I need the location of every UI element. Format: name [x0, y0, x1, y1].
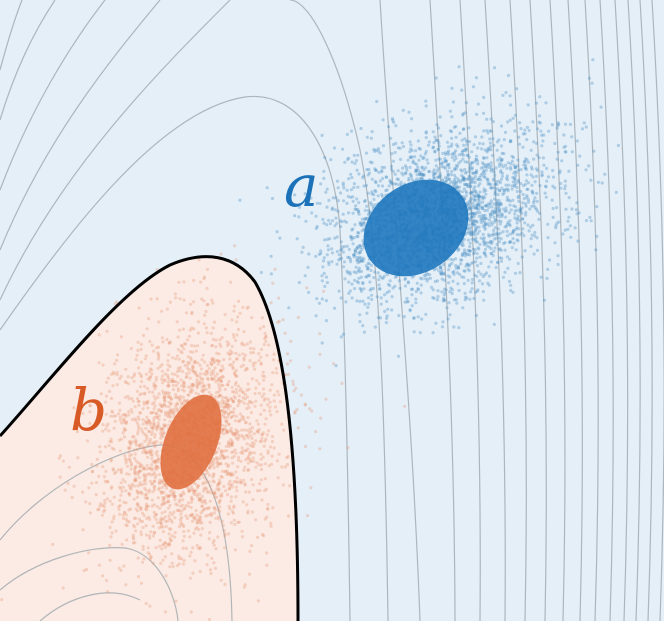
- contour-line: [0, 547, 179, 621]
- contour-line: [379, 0, 421, 621]
- cluster-a-ellipse: [363, 179, 469, 277]
- contour-line: [429, 0, 456, 621]
- contour-line: [567, 0, 583, 621]
- contour-line: [39, 592, 141, 621]
- contour-line: [484, 0, 506, 621]
- contour-line: [614, 0, 629, 621]
- contour-line: [0, 0, 56, 121]
- contour-line: [639, 0, 653, 621]
- contour-line: [0, 0, 23, 71]
- contour-line: [0, 0, 106, 191]
- contour-line: [651, 0, 664, 621]
- contour-line: [509, 0, 527, 621]
- contour-line: [0, 95, 351, 621]
- contour-line: [0, 0, 161, 251]
- contour-line: [529, 0, 547, 621]
- contour-line: [549, 0, 566, 621]
- contour-line: [599, 0, 614, 621]
- contour-line: [289, 0, 389, 621]
- cluster-a-label: a: [284, 152, 319, 220]
- contour-line: [459, 0, 481, 621]
- cluster-b-ellipse: [160, 394, 222, 490]
- contour-line: [0, 0, 231, 301]
- contour-line: [584, 0, 599, 621]
- decision-boundary: [0, 255, 300, 621]
- contour-line: [627, 0, 641, 621]
- contour-line: [0, 444, 233, 621]
- cluster-b-label: b: [70, 376, 107, 444]
